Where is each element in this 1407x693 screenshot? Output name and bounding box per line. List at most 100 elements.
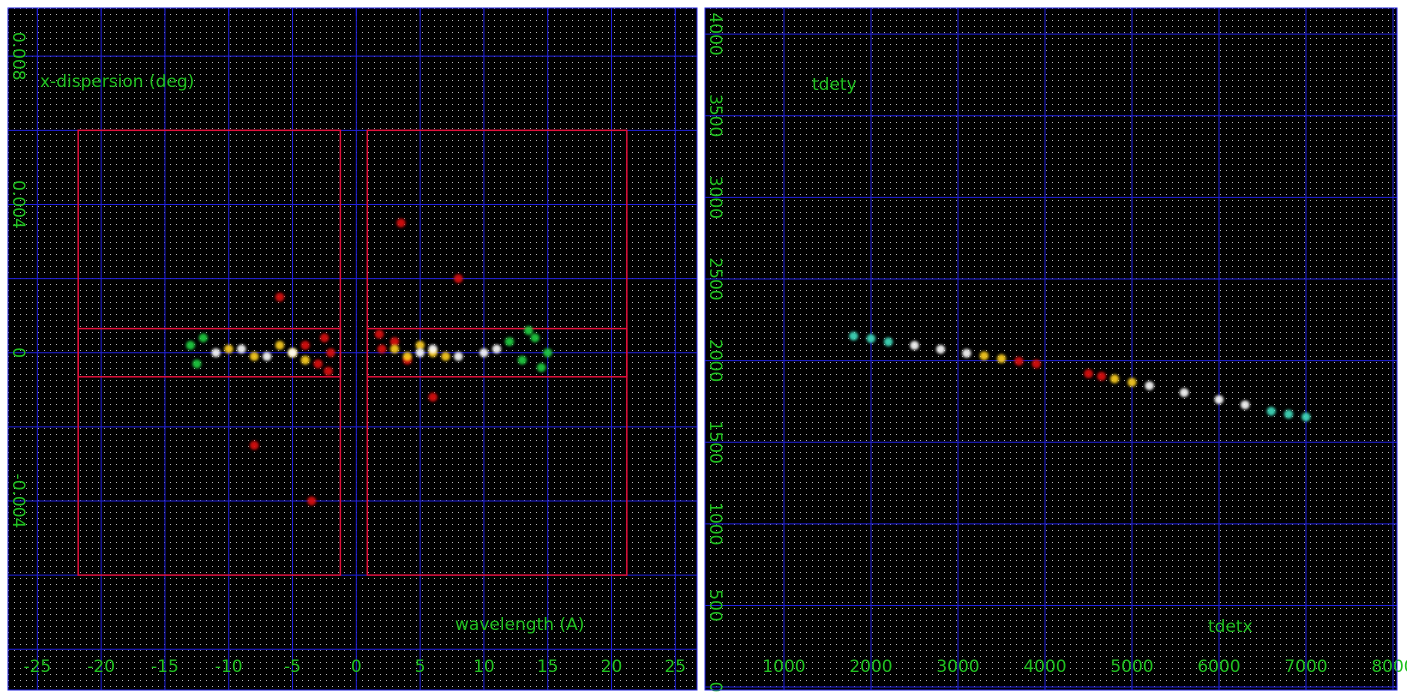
point <box>1144 381 1154 391</box>
region <box>366 327 628 378</box>
point <box>300 340 310 350</box>
plot-frame <box>7 7 698 691</box>
point <box>275 292 285 302</box>
y-tick-label: 3500 <box>705 94 725 137</box>
y-tick-label: 1500 <box>705 421 725 464</box>
point <box>441 351 451 361</box>
point <box>1284 409 1294 419</box>
point <box>307 496 317 506</box>
x-tick-label: 0 <box>351 657 362 677</box>
point <box>504 337 514 347</box>
point <box>524 325 534 335</box>
point <box>849 331 859 341</box>
x-tick-label: 4000 <box>1023 657 1066 677</box>
point <box>1179 388 1189 398</box>
point <box>492 344 502 354</box>
point <box>402 351 412 361</box>
point <box>909 340 919 350</box>
x-tick-label: -10 <box>215 657 243 677</box>
point <box>428 344 438 354</box>
point <box>396 218 406 228</box>
point <box>1110 374 1120 384</box>
series <box>211 344 502 361</box>
point <box>1031 359 1041 369</box>
x-tick-label: 1000 <box>762 657 805 677</box>
point <box>517 355 527 365</box>
point <box>1214 395 1224 405</box>
y-tick-label: 3000 <box>705 176 725 219</box>
point <box>326 348 336 358</box>
point <box>866 334 876 344</box>
y-axis-label: x-dispersion (deg) <box>40 72 194 92</box>
point <box>883 337 893 347</box>
x-tick-label: 6000 <box>1197 657 1240 677</box>
point <box>543 348 553 358</box>
series <box>849 331 1311 422</box>
point <box>288 348 298 358</box>
y-tick-label: 2000 <box>705 339 725 382</box>
point <box>262 351 272 361</box>
point <box>198 333 208 343</box>
y-tick-label: 0.008 <box>8 32 28 81</box>
point <box>185 340 195 350</box>
y-tick-label: -0.004 <box>8 474 28 529</box>
x-tick-label: 15 <box>537 657 559 677</box>
point <box>428 392 438 402</box>
point <box>1301 412 1311 422</box>
y-tick-label: 2500 <box>705 257 725 300</box>
point <box>249 440 259 450</box>
x-axis-label: tdetx <box>1208 617 1253 637</box>
point <box>1097 371 1107 381</box>
x-tick-label: 7000 <box>1284 657 1327 677</box>
series <box>909 340 1250 410</box>
point <box>390 337 400 347</box>
point <box>236 344 246 354</box>
x-tick-label: 2000 <box>849 657 892 677</box>
x-tick-label: 10 <box>473 657 495 677</box>
y-tick-label: 1000 <box>705 502 725 545</box>
dot-pattern <box>8 8 697 690</box>
y-tick-label: 0 <box>8 347 28 358</box>
series <box>185 325 553 373</box>
series <box>979 351 1137 387</box>
region <box>77 327 342 378</box>
point <box>1127 377 1137 387</box>
point <box>962 348 972 358</box>
x-tick-label: -15 <box>151 657 179 677</box>
series <box>1014 356 1107 381</box>
x-tick-label: -25 <box>23 657 51 677</box>
point <box>1240 400 1250 410</box>
y-tick-label: 0 <box>705 682 725 693</box>
point <box>313 359 323 369</box>
point <box>275 340 285 350</box>
point <box>1014 356 1024 366</box>
x-tick-label: 20 <box>601 657 623 677</box>
point <box>323 366 333 376</box>
point <box>377 344 387 354</box>
point <box>530 333 540 343</box>
point <box>390 344 400 354</box>
point <box>936 344 946 354</box>
point <box>453 274 463 284</box>
point <box>300 355 310 365</box>
x-tick-label: -20 <box>87 657 115 677</box>
x-tick-label: 25 <box>664 657 686 677</box>
y-tick-label: 0.004 <box>8 180 28 229</box>
dot-pattern <box>705 8 1397 690</box>
point <box>374 329 384 339</box>
point <box>211 348 221 358</box>
point <box>192 359 202 369</box>
point <box>536 363 546 373</box>
point <box>249 351 259 361</box>
x-tick-label: -5 <box>284 657 301 677</box>
point <box>415 348 425 358</box>
point <box>415 340 425 350</box>
point <box>319 333 329 343</box>
point <box>1266 406 1276 416</box>
point <box>996 354 1006 364</box>
x-tick-label: 5000 <box>1110 657 1153 677</box>
x-tick-label: 5 <box>415 657 426 677</box>
plot-frame <box>704 7 1398 691</box>
x-axis-label: wavelength (A) <box>455 615 584 635</box>
